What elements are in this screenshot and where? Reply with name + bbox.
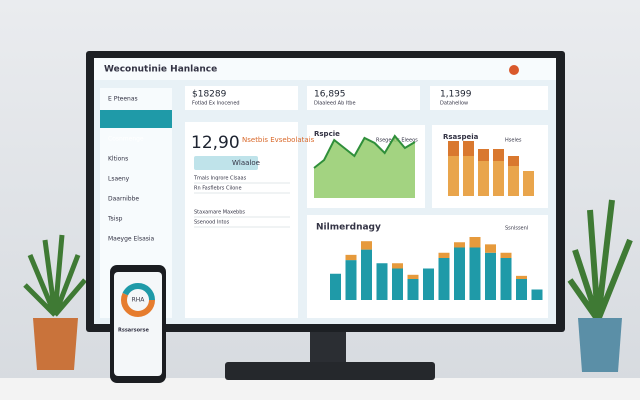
bar (463, 141, 474, 156)
bar (454, 242, 465, 248)
bar (531, 289, 543, 300)
phone-title: Rssarsorse (118, 328, 149, 334)
bar (345, 254, 357, 261)
bar (478, 149, 489, 161)
bar-legend: Hseles (505, 138, 522, 144)
kpi-value: 1,1399 (440, 90, 472, 100)
phone-donut (121, 283, 155, 317)
main-row: Tmals Inqrore Clsaas (193, 176, 247, 182)
bottom-legend: Ssnlssenl (505, 226, 528, 232)
kpi-card (430, 86, 548, 110)
header-bar (94, 58, 556, 80)
main-note: Nsetbis Evsebolatais (242, 136, 315, 144)
plant-right (567, 199, 633, 372)
bar (407, 279, 419, 300)
area-title: Rspcie (314, 130, 340, 138)
avatar[interactable] (509, 65, 519, 75)
phone-value: RHA (132, 297, 146, 304)
bar (508, 156, 519, 166)
main-row: Staxamare Maxebbs (194, 210, 245, 216)
plant-left (23, 234, 87, 370)
bar (392, 268, 403, 300)
sidebar-item: Daarnibbe (108, 196, 139, 203)
bar (438, 258, 450, 300)
kpi-label: Dlaaleed Ab Itbe (314, 101, 356, 107)
main-row: Ssenood Intos (194, 220, 230, 226)
sidebar-item: E Pteenas (108, 96, 138, 103)
kpi-value: $18289 (192, 90, 227, 100)
bar (493, 161, 504, 196)
sidebar-item: Kltions (108, 156, 128, 163)
sidebar-item: Tsisp (107, 216, 123, 223)
bar (345, 260, 357, 300)
bar (478, 161, 489, 196)
main-row: Rn Fasflebrs Cilone (194, 186, 242, 192)
kpi-label: Datahellow (440, 101, 468, 107)
main-button-label[interactable]: Wlaaloe (232, 159, 260, 167)
bar (361, 241, 372, 250)
bar (516, 279, 527, 300)
bar (454, 247, 465, 300)
bar (361, 249, 372, 300)
bar (376, 263, 388, 300)
bar (493, 149, 504, 161)
desk (0, 378, 640, 400)
monitor-base (225, 362, 435, 380)
kpi-card (307, 86, 420, 110)
bar (500, 252, 512, 258)
bar (516, 275, 527, 279)
sidebar-item: Lsaeny (108, 176, 130, 183)
bar (392, 263, 403, 269)
bar (485, 244, 496, 253)
bar (448, 141, 459, 156)
bar-title: Rsaspeia (443, 133, 479, 141)
bar (438, 252, 450, 258)
bottom-title: Nilmerdnagy (316, 223, 381, 233)
area-fill (314, 136, 415, 198)
bar (330, 273, 341, 300)
bar (463, 156, 474, 196)
bar (523, 171, 534, 196)
bar (508, 166, 519, 196)
bar (485, 252, 496, 300)
main-value: 12,90 (191, 133, 240, 153)
area-line (313, 134, 416, 169)
kpi-value: 16,895 (314, 90, 346, 100)
monitor-neck (310, 330, 346, 365)
kpi-card (185, 86, 298, 110)
sidebar-item: Cosnmenge (108, 136, 144, 143)
main-button[interactable] (194, 156, 258, 170)
header-title: Weconutinie Hanlance (104, 65, 217, 75)
main-card (185, 122, 298, 318)
bar (448, 156, 459, 196)
bar (407, 274, 419, 279)
sidebar-active[interactable] (100, 110, 172, 128)
bar (500, 258, 512, 300)
kpi-label: Fotlad Ex Inocened (192, 101, 240, 107)
bar (469, 247, 481, 300)
bar (423, 268, 434, 300)
bar (469, 237, 481, 248)
sidebar-item: Maeyge Elsasia (108, 236, 155, 243)
